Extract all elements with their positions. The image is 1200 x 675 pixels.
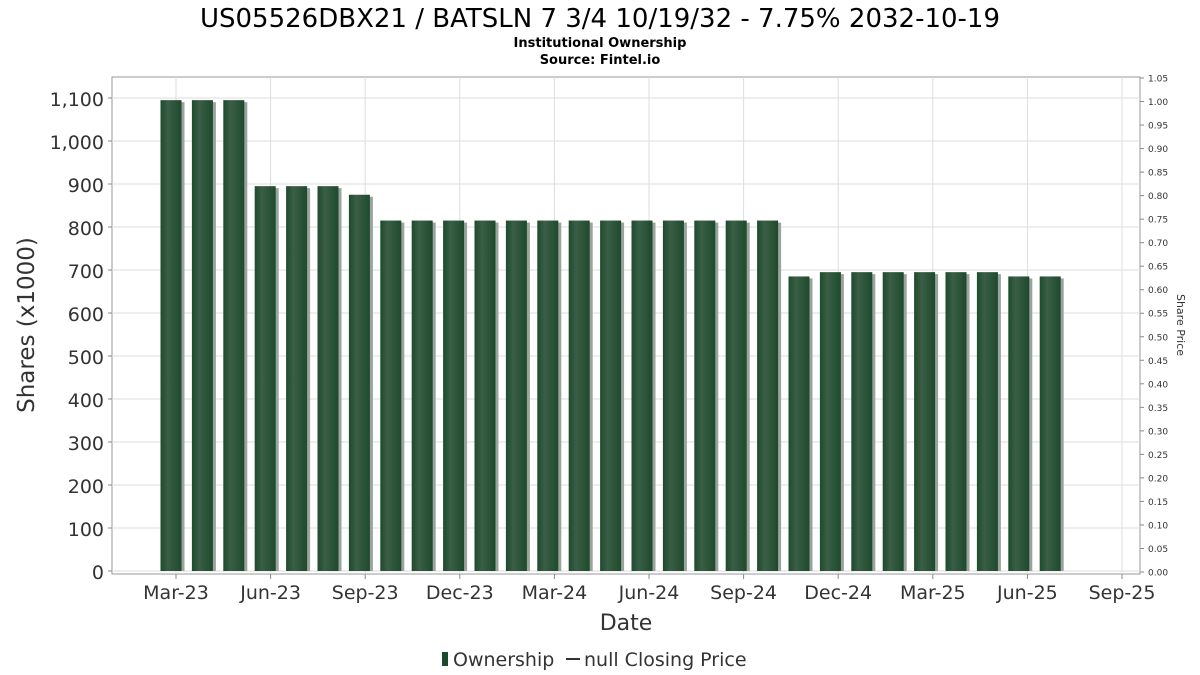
y-tick-label: 600	[68, 304, 104, 326]
bar	[600, 220, 622, 572]
y-tick-label: 1,000	[50, 132, 104, 154]
bar	[380, 220, 402, 572]
x-tick-label: Dec-24	[804, 582, 872, 604]
bar	[286, 186, 308, 571]
x-tick-label: Sep-23	[332, 582, 399, 604]
y2-tick-label: 0.75	[1148, 216, 1168, 226]
y2-tick-label: 0.00	[1148, 569, 1168, 579]
x-tick-label: Jun-25	[996, 582, 1058, 604]
y2-tick-label: 0.45	[1148, 357, 1168, 367]
legend-ownership-swatch	[442, 652, 448, 666]
bar	[819, 272, 841, 571]
x-tick-label: Mar-25	[900, 582, 966, 604]
y2-tick-label: 0.30	[1148, 427, 1168, 437]
bar	[976, 272, 998, 571]
bar	[568, 220, 590, 572]
bar	[411, 220, 433, 572]
bar	[254, 186, 276, 571]
y-tick-label: 200	[68, 476, 104, 498]
bar	[317, 186, 339, 571]
y-tick-label: 800	[68, 218, 104, 240]
bar	[537, 220, 559, 572]
bar	[443, 220, 465, 572]
bar	[1039, 276, 1061, 571]
y2-tick-label: 0.65	[1148, 263, 1168, 273]
x-tick-label: Mar-23	[143, 582, 209, 604]
y2-tick-label: 0.25	[1148, 451, 1168, 461]
bar	[945, 272, 967, 571]
y2-tick-label: 0.35	[1148, 404, 1168, 414]
bar	[757, 220, 779, 572]
y2-tick-label: 1.05	[1148, 75, 1168, 85]
y-tick-label: 700	[68, 261, 104, 283]
x-tick-label: Sep-25	[1089, 582, 1156, 604]
y2-tick-label: 0.85	[1148, 169, 1168, 179]
y2-tick-label: 0.05	[1148, 545, 1168, 555]
y-tick-label: 500	[68, 347, 104, 369]
x-axis-ticks: Mar-23 Jun-23 Sep-23 Dec-23 Mar-24 Jun-24 Sep-…	[143, 574, 1155, 604]
legend: Ownership null Closing Price	[442, 649, 747, 671]
y2-axis-ticks: 0.00 0.05 0.10 0.15 0.20 0.25 0.30 0.35 0.40 0.45…	[1140, 75, 1168, 579]
y2-tick-label: 0.95	[1148, 122, 1168, 132]
y2-tick-label: 0.80	[1148, 192, 1168, 202]
bar	[914, 272, 936, 571]
y2-tick-label: 0.70	[1148, 239, 1168, 249]
chart-source: Source: Fintel.io	[540, 53, 661, 68]
y-tick-label: 0	[92, 562, 104, 584]
y2-tick-label: 0.50	[1148, 333, 1168, 343]
bar-series-ownership	[160, 100, 1064, 572]
bar	[631, 220, 653, 572]
x-axis-label: Date	[600, 611, 653, 636]
bar	[662, 220, 684, 572]
y-tick-label: 900	[68, 175, 104, 197]
chart-subtitle: Institutional Ownership	[514, 36, 687, 51]
x-tick-label: Sep-24	[710, 582, 777, 604]
x-tick-label: Jun-23	[239, 582, 301, 604]
bar	[882, 272, 904, 571]
legend-ownership-label: Ownership	[453, 649, 554, 671]
bar	[725, 220, 747, 572]
bar	[694, 220, 716, 572]
bar	[505, 220, 527, 572]
y2-tick-label: 1.00	[1148, 98, 1168, 108]
x-tick-label: Dec-23	[426, 582, 494, 604]
bar	[191, 100, 213, 572]
y-tick-label: 300	[68, 433, 104, 455]
bar	[788, 276, 810, 571]
y-tick-label: 1,100	[50, 89, 104, 111]
y2-tick-label: 0.20	[1148, 474, 1168, 484]
y2-tick-label: 0.90	[1148, 145, 1168, 155]
bar	[851, 272, 873, 571]
bar	[1008, 276, 1030, 571]
y-tick-label: 100	[68, 519, 104, 541]
y2-tick-label: 0.10	[1148, 521, 1168, 531]
y2-tick-label: 0.15	[1148, 498, 1168, 508]
y2-axis-label: Share Price	[1174, 294, 1187, 356]
x-tick-label: Jun-24	[618, 582, 680, 604]
y2-tick-label: 0.60	[1148, 286, 1168, 296]
bar	[348, 194, 370, 571]
y2-tick-label: 0.55	[1148, 310, 1168, 320]
y-axis-label: Shares (x1000)	[14, 237, 40, 413]
legend-price-label: null Closing Price	[584, 649, 747, 671]
y2-tick-label: 0.40	[1148, 380, 1168, 390]
y-axis-ticks: 0 100 200 300 400 500 600 700 800 900 1,000 1,100	[50, 89, 112, 584]
x-tick-label: Mar-24	[522, 582, 588, 604]
y-tick-label: 400	[68, 390, 104, 412]
chart-title: US05526DBX21 / BATSLN 7 3/4 10/19/32 - 7…	[200, 4, 1000, 34]
bar	[474, 220, 496, 572]
bar	[223, 100, 245, 572]
bar	[160, 100, 182, 572]
